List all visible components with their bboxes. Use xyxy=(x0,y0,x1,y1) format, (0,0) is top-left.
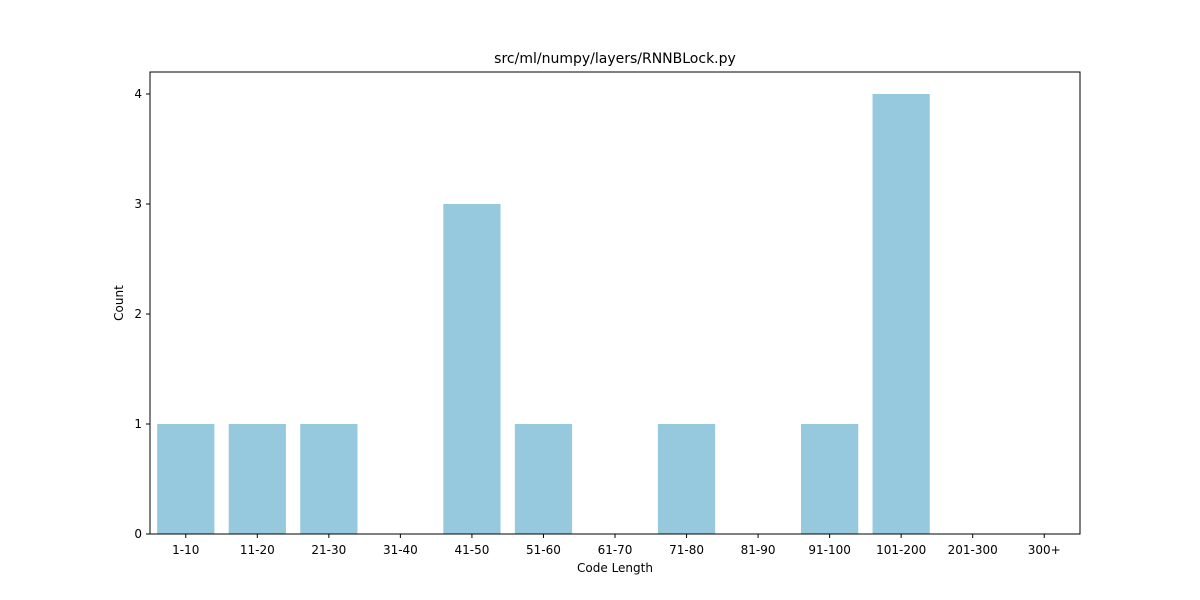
x-axis-ticks: 1-10 11-20 21-30 31-40 41-50 51-60 61-70 71-80 8… xyxy=(172,534,1061,557)
bar-51-60 xyxy=(514,424,573,534)
y-tick-label: 2 xyxy=(134,307,142,321)
y-tick-label: 0 xyxy=(134,527,142,541)
bars-group xyxy=(157,94,930,534)
bar-41-50 xyxy=(443,204,501,534)
x-axis-label: Code Length xyxy=(577,561,653,575)
chart-title: src/ml/numpy/layers/RNNBLock.py xyxy=(494,51,736,67)
x-tick-label: 201-300 xyxy=(948,543,998,557)
x-tick-label: 51-60 xyxy=(526,543,561,557)
x-tick-label: 101-200 xyxy=(876,543,926,557)
x-tick-label: 61-70 xyxy=(598,543,633,557)
y-axis-ticks: 0 1 2 3 4 xyxy=(134,87,150,541)
x-tick-label: 41-50 xyxy=(454,543,489,557)
bar-1-10 xyxy=(157,424,215,534)
x-tick-label: 11-20 xyxy=(240,543,275,557)
x-tick-label: 21-30 xyxy=(311,543,346,557)
y-tick-label: 4 xyxy=(134,87,142,101)
y-tick-label: 1 xyxy=(134,417,142,431)
x-tick-label: 31-40 xyxy=(383,543,418,557)
bar-21-30 xyxy=(300,424,358,534)
x-tick-label: 81-90 xyxy=(741,543,776,557)
bar-101-200 xyxy=(872,94,930,534)
x-tick-label: 71-80 xyxy=(669,543,704,557)
y-tick-label: 3 xyxy=(134,197,142,211)
x-tick-label: 1-10 xyxy=(172,543,199,557)
y-axis-label: Count xyxy=(112,285,126,321)
x-tick-label: 300+ xyxy=(1028,543,1061,557)
bar-71-80 xyxy=(657,424,716,534)
bar-11-20 xyxy=(228,424,286,534)
x-tick-label: 91-100 xyxy=(808,543,851,557)
bar-91-100 xyxy=(801,424,859,534)
